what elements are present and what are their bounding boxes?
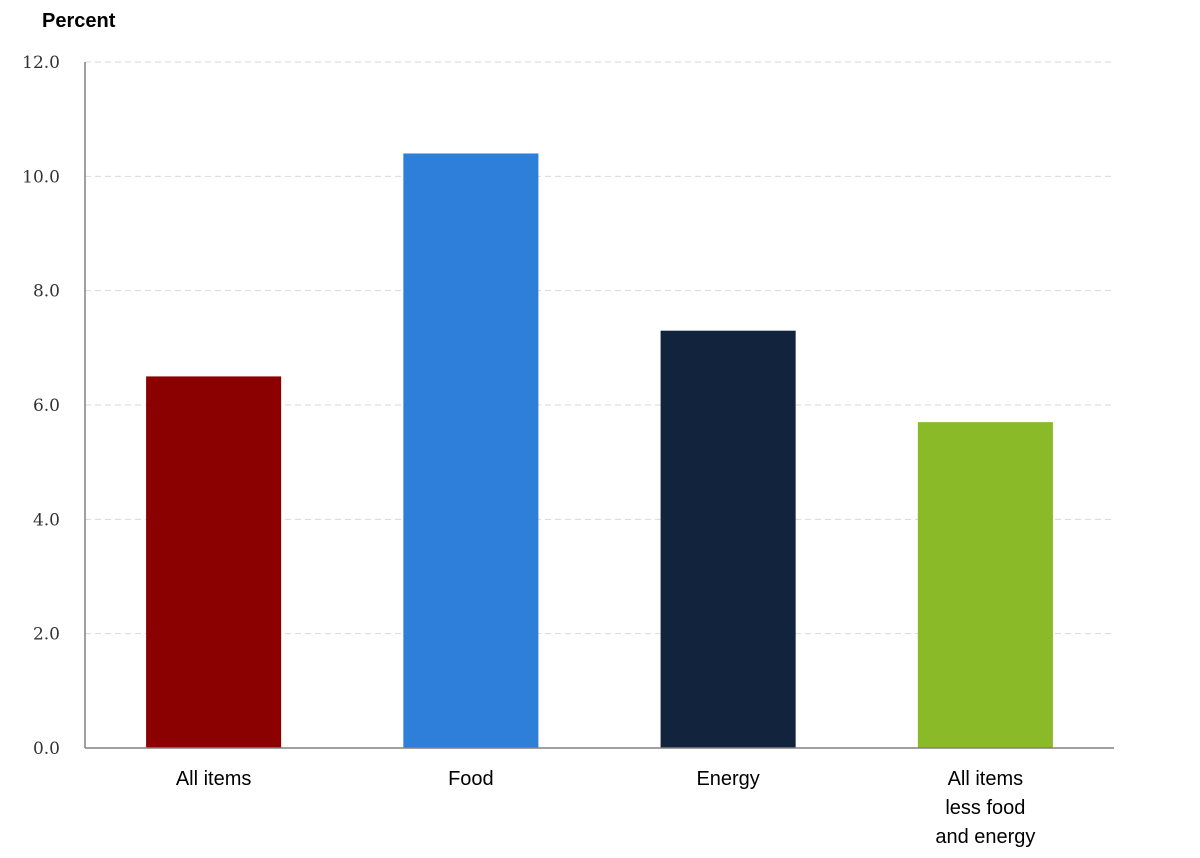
bar <box>146 376 282 748</box>
x-tick-label: Food <box>448 768 494 790</box>
y-tick-label: 8.0 <box>33 282 60 302</box>
x-tick-label: All items <box>176 768 252 790</box>
y-tick-label: 10.0 <box>22 167 60 187</box>
bars <box>146 153 1053 748</box>
bar <box>660 330 796 748</box>
x-tick-label: Energy <box>696 768 759 790</box>
y-tick-label: 0.0 <box>33 739 60 759</box>
x-tick-label: All items less food and energy <box>935 768 1035 848</box>
bar <box>917 422 1053 748</box>
bar <box>403 153 539 748</box>
x-axis-ticks: All items Food Energy All items less food and… <box>176 768 1036 848</box>
y-axis-title: Percent <box>42 10 116 32</box>
y-tick-label: 4.0 <box>33 510 60 530</box>
y-tick-label: 2.0 <box>33 625 60 645</box>
y-tick-label: 12.0 <box>22 53 60 73</box>
y-tick-label: 6.0 <box>33 396 60 416</box>
y-axis-ticks: 0.0 2.0 4.0 6.0 8.0 10.0 12.0 <box>22 53 60 759</box>
